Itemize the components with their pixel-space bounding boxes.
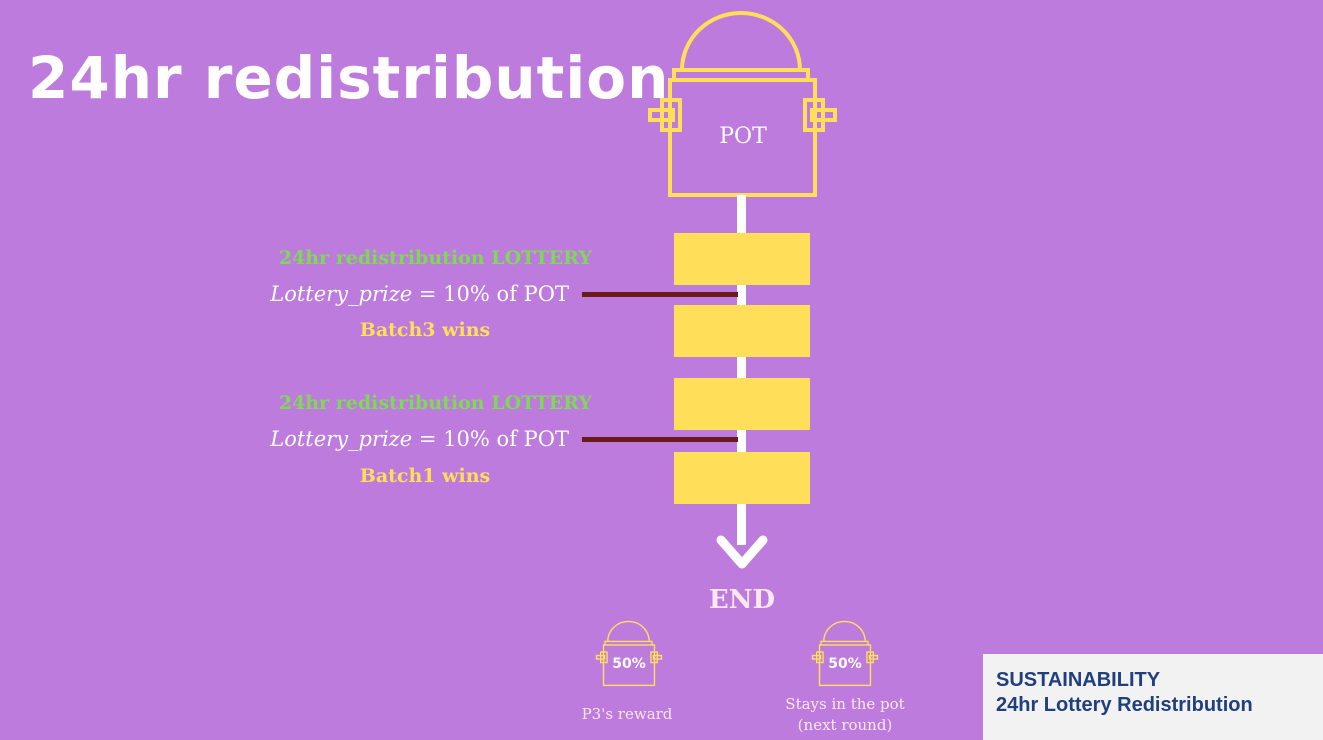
connector-line	[582, 437, 738, 442]
arrow-down-icon	[716, 535, 768, 569]
lottery-winner: Batch3 wins	[359, 319, 491, 341]
split-percent: 50%	[828, 656, 862, 672]
end-label: END	[708, 585, 776, 615]
connector-line	[582, 292, 738, 297]
batch-block	[674, 378, 810, 430]
batch-block	[674, 233, 810, 285]
lottery-prize-equation: Lottery_prize = 10% of POT	[0, 282, 569, 306]
prize-rest: = 10% of POT	[412, 282, 569, 306]
pot-label: POT	[719, 124, 767, 149]
prize-rest: = 10% of POT	[412, 427, 569, 451]
split-caption: P3's reward	[581, 705, 673, 723]
caption-line: Stays in the pot	[785, 695, 905, 713]
lottery-prize-equation: Lottery_prize = 10% of POT	[0, 427, 569, 451]
info-box: SUSTAINABILITY 24hr Lottery Redistributi…	[983, 654, 1323, 740]
caption-line: (next round)	[797, 716, 893, 734]
lottery-winner: Batch1 wins	[359, 465, 491, 487]
prize-variable: Lottery_prize	[270, 282, 413, 306]
split-percent: 50%	[612, 656, 646, 672]
prize-variable: Lottery_prize	[270, 427, 413, 451]
lottery-title: 24hr redistribution LOTTERY	[278, 392, 592, 414]
flow-line	[737, 195, 746, 545]
lottery-title: 24hr redistribution LOTTERY	[278, 247, 592, 269]
info-subheading: 24hr Lottery Redistribution	[996, 694, 1253, 716]
pot-icon	[595, 620, 663, 687]
info-heading: SUSTAINABILITY	[996, 669, 1161, 691]
pot-icon	[811, 620, 879, 687]
pot-icon	[648, 11, 837, 197]
batch-block	[674, 452, 810, 504]
batch-block	[674, 305, 810, 357]
split-caption: Stays in the pot (next round)	[785, 694, 904, 736]
page-title: 24hr redistribution	[28, 44, 670, 112]
